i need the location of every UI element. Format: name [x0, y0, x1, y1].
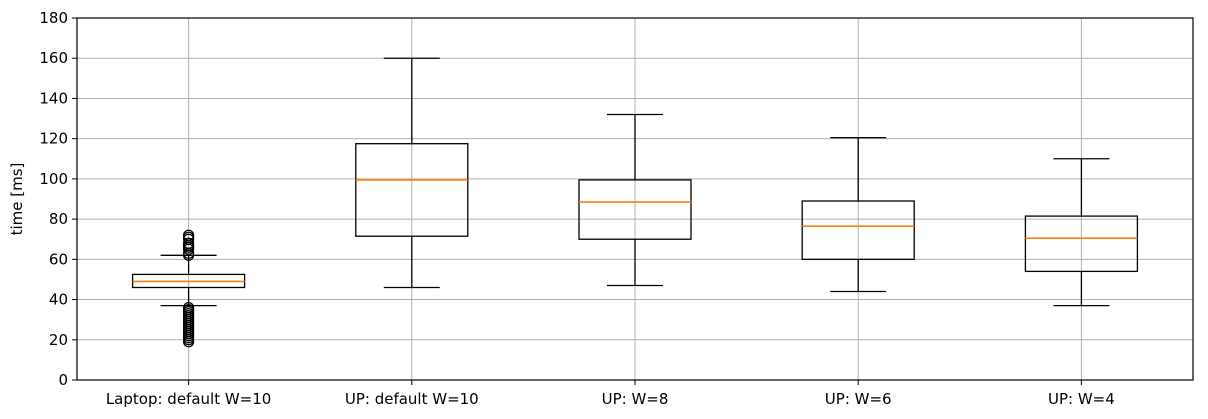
- y-tick-label: 100: [39, 170, 68, 188]
- x-tick-label: UP: default W=10: [345, 390, 479, 408]
- outlier-point: [183, 229, 195, 241]
- box-5: [1024, 158, 1139, 307]
- y-tick-label: 60: [49, 250, 68, 268]
- y-tick-label: 80: [49, 210, 68, 228]
- y-tick-label: 180: [39, 9, 68, 27]
- y-tick-label: 140: [39, 89, 68, 107]
- outlier-point: [183, 302, 195, 314]
- iqr-box: [801, 200, 915, 260]
- y-tick-label: 0: [58, 371, 68, 389]
- iqr-box: [578, 179, 692, 240]
- y-axis-label: time [ms]: [8, 163, 26, 236]
- x-tick-label: Laptop: default W=10: [106, 390, 272, 408]
- box-3: [578, 113, 692, 287]
- box-4: [801, 137, 915, 293]
- y-tick-label: 40: [49, 291, 68, 309]
- grid-layer: [77, 17, 1193, 381]
- y-tick-label: 120: [39, 130, 68, 148]
- y-tick-label: 20: [49, 331, 68, 349]
- box-2: [355, 57, 469, 289]
- y-tick-label: 160: [39, 49, 68, 67]
- iqr-box: [1024, 215, 1139, 273]
- x-tick-label: UP: W=8: [602, 390, 669, 408]
- box-1: [131, 229, 246, 348]
- box-layer: [131, 57, 1139, 348]
- x-tick-label: UP: W=4: [1048, 390, 1115, 408]
- tick-layer: 0 20 40 60 80 100 120 140 160 180 Laptop: default …: [39, 9, 1114, 408]
- outlier-point: [183, 237, 195, 249]
- iqr-box: [355, 143, 469, 237]
- x-tick-label: UP: W=6: [825, 390, 892, 408]
